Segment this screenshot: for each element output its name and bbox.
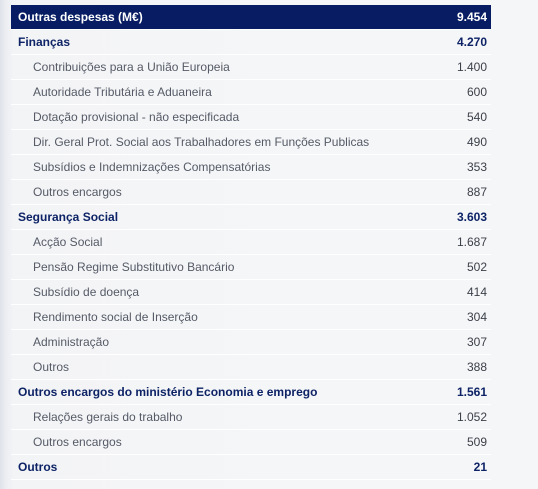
row-value: 388	[466, 360, 487, 374]
table-row: Outros 388	[11, 355, 491, 380]
table-row: Administração 307	[11, 330, 491, 355]
group-label: Finanças	[18, 35, 71, 49]
table-row: Subsídios e Indemnizações Compensatórias…	[11, 155, 491, 180]
row-value: 414	[466, 285, 487, 299]
group-value: 21	[473, 460, 487, 474]
table-row: Relações gerais do trabalho 1.052	[11, 405, 491, 430]
row-label: Acção Social	[33, 235, 103, 249]
row-value: 307	[466, 335, 487, 349]
row-value: 1.400	[456, 60, 487, 74]
group-label: Outros	[18, 460, 58, 474]
table-row: Autoridade Tributária e Aduaneira 600	[11, 80, 491, 105]
row-value: 509	[466, 435, 487, 449]
row-label: Pensão Regime Substitutivo Bancário	[33, 260, 235, 274]
group-row: Outros encargos do ministério Economia e…	[11, 380, 491, 405]
table-row: Contribuições para a União Europeia 1.400	[11, 55, 491, 80]
table-row: Dir. Geral Prot. Social aos Trabalhadore…	[11, 130, 491, 155]
row-value: 887	[466, 185, 487, 199]
row-label: Outros encargos	[33, 435, 122, 449]
header-total-value: 9.454	[456, 10, 487, 24]
table-row: Dotação provisional - não especificada 54…	[11, 105, 491, 130]
group-row: Outros 21	[11, 455, 491, 480]
row-label: Contribuições para a União Europeia	[33, 60, 230, 74]
row-value: 353	[466, 160, 487, 174]
row-value: 540	[466, 110, 487, 124]
row-label: Outros	[33, 360, 70, 374]
row-value: 600	[466, 85, 487, 99]
row-value: 490	[466, 135, 487, 149]
row-label: Administração	[33, 335, 110, 349]
row-value: 1.687	[456, 235, 487, 249]
table-header: Outras despesas (M€) 9.454	[11, 5, 491, 30]
table-row: Pensão Regime Substitutivo Bancário 502	[11, 255, 491, 280]
row-label: Dir. Geral Prot. Social aos Trabalhadore…	[33, 135, 370, 149]
row-label: Outros encargos	[33, 185, 122, 199]
table-row: Rendimento social de Inserção 304	[11, 305, 491, 330]
group-label: Outros encargos do ministério Economia e…	[18, 385, 318, 399]
table-row: Acção Social 1.687	[11, 230, 491, 255]
group-value: 4.270	[456, 35, 487, 49]
row-label: Relações gerais do trabalho	[33, 410, 183, 424]
group-label: Segurança Social	[18, 210, 119, 224]
table-row: Outros encargos 509	[11, 430, 491, 455]
row-value: 502	[466, 260, 487, 274]
table-row: Outros encargos 887	[11, 180, 491, 205]
group-row: Finanças 4.270	[11, 30, 491, 55]
table-row: Subsídio de doença 414	[11, 280, 491, 305]
expenses-table: Outras despesas (M€) 9.454 Finanças 4.270…	[11, 5, 491, 480]
group-row: Segurança Social 3.603	[11, 205, 491, 230]
row-label: Autoridade Tributária e Aduaneira	[33, 85, 212, 99]
row-label: Subsídio de doença	[33, 285, 140, 299]
row-label: Dotação provisional - não especificada	[33, 110, 240, 124]
row-value: 1.052	[456, 410, 487, 424]
table-body: Finanças 4.270 Contribuições para a União …	[11, 30, 491, 480]
group-value: 3.603	[456, 210, 487, 224]
row-label: Rendimento social de Inserção	[33, 310, 198, 324]
header-label: Outras despesas (M€)	[18, 10, 143, 24]
row-label: Subsídios e Indemnizações Compensatórias	[33, 160, 271, 174]
group-value: 1.561	[456, 385, 487, 399]
row-value: 304	[466, 310, 487, 324]
